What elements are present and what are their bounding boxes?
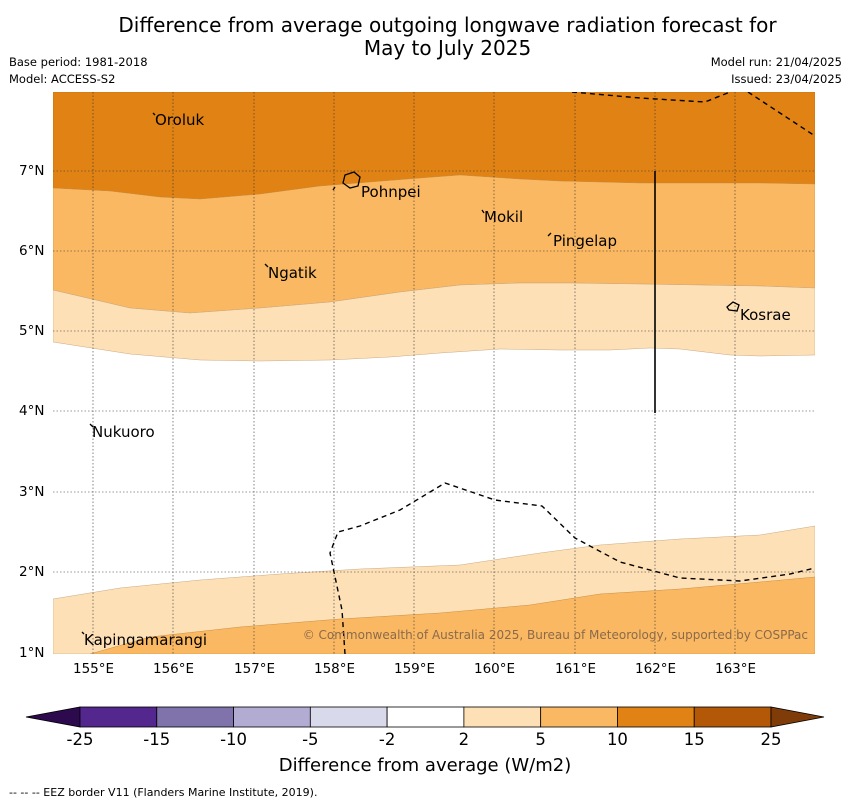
colorbar-tick-label: -15 (143, 730, 171, 749)
lon-tick: 158°E (314, 661, 356, 677)
colorbar-segment (156, 706, 234, 728)
map-title: Difference from average outgoing longwav… (60, 14, 835, 60)
lon-tick: 163°E (715, 661, 757, 677)
title-line-1: Difference from average outgoing longwav… (118, 13, 777, 37)
lon-tick: 161°E (555, 661, 597, 677)
colorbar-tick-label: 2 (458, 730, 470, 749)
kosrae-island (726, 301, 740, 312)
place-oroluk: Oroluk (155, 111, 205, 129)
colorbar-extension-high (770, 706, 825, 728)
colorbar-tick-label: -25 (66, 730, 94, 749)
colorbar-tick-label: -10 (220, 730, 248, 749)
colorbar-title: Difference from average (W/m2) (278, 755, 572, 776)
lat-tick: 2°N (19, 564, 45, 580)
place-nukuoro: Nukuoro (92, 423, 155, 441)
colorbar-extension-low (25, 706, 81, 728)
colorbar-segment (309, 706, 388, 728)
model-run: Model run: 21/04/2025 (710, 55, 842, 69)
place-mokil: Mokil (484, 208, 524, 226)
lon-tick: 155°E (73, 661, 115, 677)
lat-tick: 1°N (19, 645, 45, 661)
band-5-10-south (89, 576, 815, 654)
meta-left: Base period: 1981-2018 Model: ACCESS-S2 (9, 54, 148, 88)
lon-tick: 160°E (474, 661, 516, 677)
colorbar-tick-label: -2 (378, 730, 396, 749)
model-name: Model: ACCESS-S2 (9, 72, 116, 86)
title-line-2: May to July 2025 (363, 36, 532, 60)
colorbar-tick-label: 15 (683, 730, 705, 749)
islands (81, 112, 740, 635)
lat-tick: 3°N (19, 484, 45, 500)
copyright-notice: © Commonwealth of Australia 2025, Bureau… (302, 628, 808, 642)
pohnpei-island (342, 171, 361, 189)
colorbar-segment (540, 706, 618, 728)
colorbar-tick-label: 5 (535, 730, 546, 749)
lon-tick: 156°E (153, 661, 195, 677)
map-area (53, 92, 815, 654)
place-pohnpei: Pohnpei (361, 183, 421, 201)
issued-date: Issued: 23/04/2025 (731, 72, 842, 86)
colorbar-segment (463, 706, 542, 728)
meta-right: Model run: 21/04/2025 Issued: 23/04/2025 (711, 54, 842, 88)
colorbar-tick-label: -5 (302, 730, 319, 749)
eez-border (329, 92, 815, 654)
colorbar-tick-label: 10 (606, 730, 628, 749)
lat-tick: 6°N (19, 243, 45, 259)
colorbar-segment (617, 706, 695, 728)
eez-note: -- -- -- EEZ border V11 (Flanders Marine… (9, 786, 318, 799)
lat-tick: 5°N (19, 323, 45, 339)
colorbar-segment (693, 706, 772, 728)
place-kosrae: Kosrae (740, 306, 791, 324)
place-ngatik: Ngatik (268, 264, 317, 282)
lon-tick: 162°E (635, 661, 677, 677)
colorbar-tick-label: 25 (760, 730, 782, 749)
band-2-5-north (53, 282, 815, 362)
colorbar-segment (79, 706, 158, 728)
lat-tick: 7°N (19, 163, 45, 179)
colorbar-segment (386, 706, 465, 728)
place-pingelap: Pingelap (553, 232, 618, 250)
colorbar-segment (233, 706, 311, 728)
lon-tick: 157°E (234, 661, 276, 677)
place-kapingamarangi: Kapingamarangi (84, 631, 208, 649)
lon-tick: 159°E (394, 661, 436, 677)
lat-tick: 4°N (19, 403, 45, 419)
base-period: Base period: 1981-2018 (9, 55, 148, 69)
